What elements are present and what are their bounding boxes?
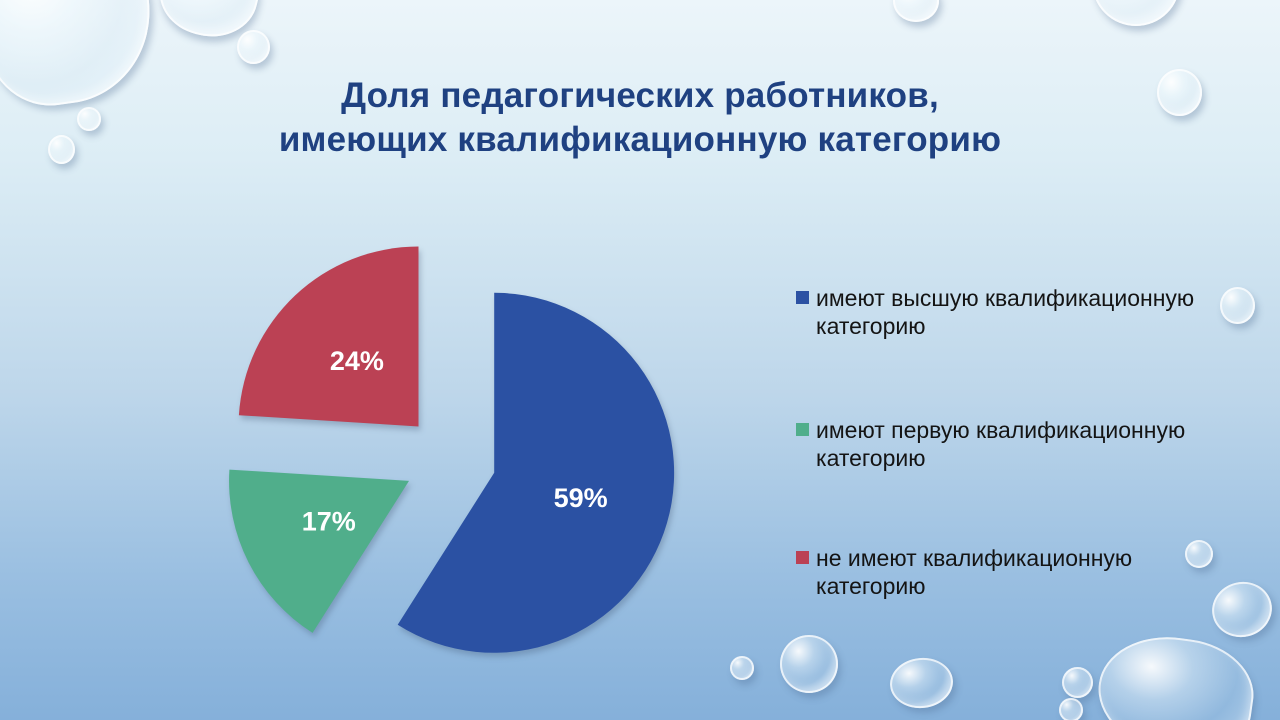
- water-droplet-decoration: [48, 135, 75, 164]
- pie-slice-1: [397, 292, 675, 653]
- pie-chart: 59% 17% 24%: [150, 218, 770, 698]
- water-droplet-decoration: [77, 107, 101, 131]
- water-droplet-decoration: [1090, 627, 1261, 720]
- legend-marker-square: [796, 423, 809, 436]
- water-droplet-decoration: [1220, 287, 1255, 324]
- legend-item-no-category: не имеют квалификационную категорию: [796, 544, 1221, 600]
- legend-marker-square: [796, 291, 809, 304]
- legend-label: имеют первую квалификационную категорию: [816, 417, 1186, 471]
- legend-item-first-category: имеют первую квалификационную категорию: [796, 416, 1221, 472]
- pie-data-label-2: 17%: [302, 507, 356, 537]
- legend-marker-square: [796, 551, 809, 564]
- water-droplet-decoration: [780, 635, 838, 693]
- water-droplet-decoration: [1059, 698, 1083, 720]
- water-droplet-decoration: [237, 30, 270, 64]
- water-droplet-decoration: [1157, 69, 1202, 116]
- water-droplet-decoration: [1185, 540, 1213, 568]
- water-droplet-decoration: [887, 654, 956, 712]
- slide-title-line-1: Доля педагогических работников,: [341, 76, 939, 115]
- slide-title: Доля педагогических работников, имеющих …: [0, 74, 1280, 162]
- legend-label: не имеют квалификационную категорию: [816, 545, 1133, 599]
- water-droplet-decoration: [893, 0, 939, 22]
- legend-label: имеют высшую квалификационную категорию: [816, 285, 1195, 339]
- pie-slice-2: [229, 469, 409, 633]
- slide-title-line-2: имеющих квалификационную категорию: [278, 120, 1002, 159]
- water-droplet-decoration: [1092, 0, 1180, 26]
- pie-data-label-3: 24%: [330, 346, 384, 376]
- water-droplet-decoration: [730, 656, 754, 680]
- water-droplet-decoration: [1062, 667, 1093, 698]
- pie-slice-3: [238, 246, 419, 427]
- pie-chart-svg: 59% 17% 24%: [229, 246, 675, 653]
- legend-item-highest-category: имеют высшую квалификационную категорию: [796, 284, 1221, 340]
- pie-data-label-1: 59%: [554, 483, 608, 513]
